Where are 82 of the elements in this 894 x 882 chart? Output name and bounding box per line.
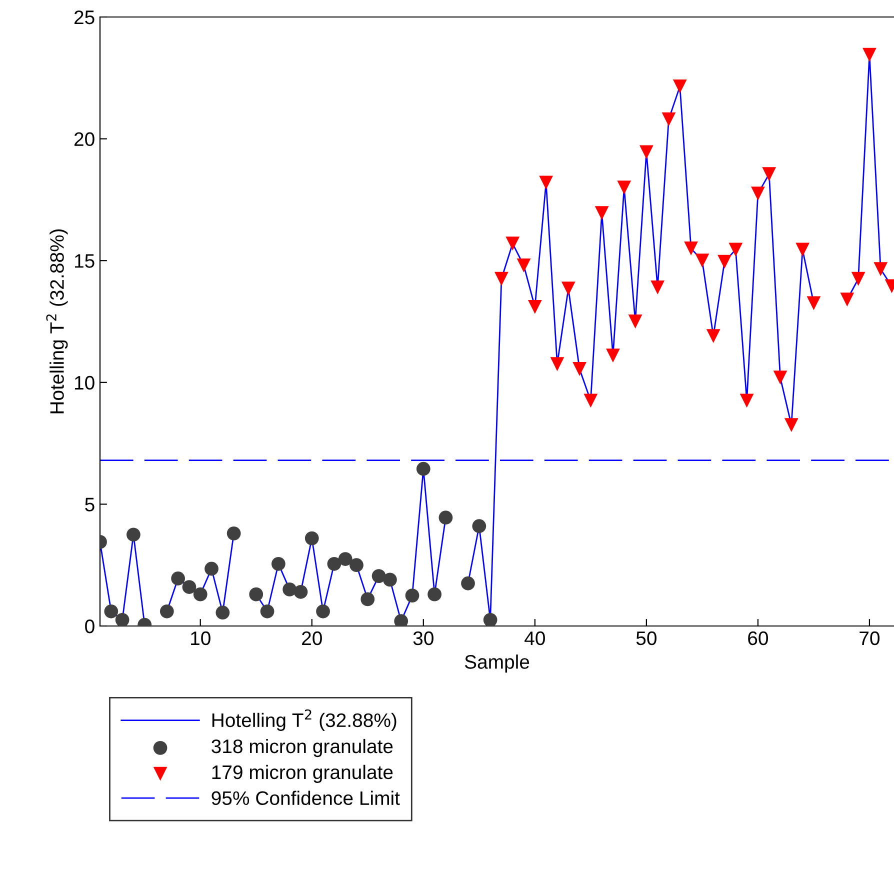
point xyxy=(762,167,776,182)
legend-label: Hotelling T$^{2}$ (32.88%) xyxy=(212,709,396,731)
point xyxy=(695,254,710,268)
point xyxy=(662,112,676,126)
point xyxy=(572,362,586,376)
point xyxy=(784,418,798,432)
point xyxy=(639,145,654,160)
point xyxy=(550,357,564,372)
point xyxy=(461,576,475,590)
point xyxy=(428,587,442,602)
y-tick-label: 10 xyxy=(74,376,94,390)
point xyxy=(438,510,453,525)
point xyxy=(773,370,788,384)
point xyxy=(271,556,286,571)
point xyxy=(327,556,342,571)
y-tick-label: 5 xyxy=(85,498,94,512)
point xyxy=(249,587,264,602)
point xyxy=(383,572,397,587)
x-axis-title: Sample xyxy=(464,654,530,673)
x-tick-label: 70 xyxy=(860,631,880,646)
point xyxy=(494,272,508,286)
point xyxy=(104,604,118,618)
x-tick-label: 30 xyxy=(413,631,434,646)
point xyxy=(617,180,632,194)
y-tick-label: 15 xyxy=(74,254,94,268)
point xyxy=(216,606,230,620)
x-tick-label: 40 xyxy=(524,631,545,646)
point xyxy=(506,236,520,250)
y-tick-label: 0 xyxy=(85,619,94,634)
point xyxy=(282,582,297,596)
point xyxy=(606,348,620,363)
point xyxy=(416,462,430,476)
point xyxy=(528,300,542,314)
point xyxy=(372,569,386,584)
point xyxy=(204,562,218,576)
point xyxy=(316,604,330,618)
x-tick-label: 10 xyxy=(191,631,210,646)
point xyxy=(740,394,754,408)
point xyxy=(115,612,130,626)
point xyxy=(539,176,554,190)
point xyxy=(516,258,531,272)
point xyxy=(350,558,364,572)
point xyxy=(338,552,352,566)
x-tick-label: 50 xyxy=(636,631,656,646)
point xyxy=(650,280,665,294)
point xyxy=(405,588,420,602)
point xyxy=(706,329,720,344)
point xyxy=(171,572,186,586)
point xyxy=(672,79,687,94)
legend-label: 318 micron granulate xyxy=(212,738,393,758)
point xyxy=(728,242,743,257)
point xyxy=(304,531,319,546)
point xyxy=(182,580,196,594)
y-tick-label: 20 xyxy=(74,132,94,146)
point xyxy=(584,394,598,408)
x-tick-label: 20 xyxy=(302,631,322,646)
point xyxy=(160,604,174,618)
legend-label: 179 micron granulate xyxy=(212,764,393,783)
point xyxy=(874,262,888,276)
point xyxy=(226,526,241,540)
x-tick-label: 60 xyxy=(748,631,768,646)
point xyxy=(126,528,140,542)
y-axis-title: Hotelling T$^{2}$ (32.88%) xyxy=(46,229,68,414)
point xyxy=(360,592,375,606)
legend-label: 95% Confidence Limit xyxy=(212,790,400,806)
point xyxy=(472,519,486,534)
point xyxy=(840,292,854,307)
point xyxy=(294,584,308,599)
point xyxy=(193,587,208,602)
point xyxy=(796,242,810,257)
y-tick-label: 25 xyxy=(74,10,94,24)
point xyxy=(684,241,698,256)
point xyxy=(483,612,498,626)
point xyxy=(851,272,866,286)
point xyxy=(751,186,765,201)
point xyxy=(260,604,274,618)
point xyxy=(561,282,576,296)
point xyxy=(594,206,609,220)
point xyxy=(718,254,732,269)
point xyxy=(628,314,642,328)
point xyxy=(862,48,876,62)
point xyxy=(806,296,821,310)
